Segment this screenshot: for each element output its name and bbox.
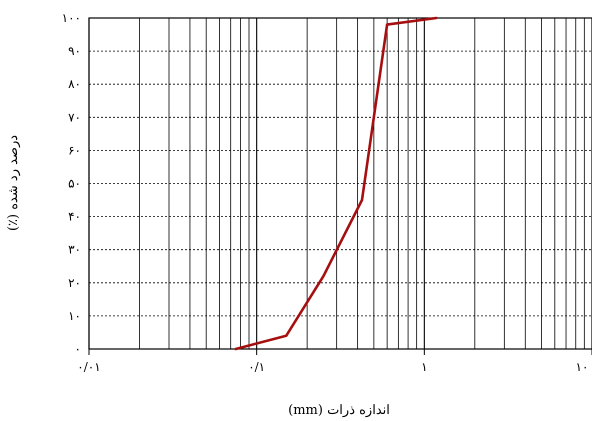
y-tick-label: ۶۰ bbox=[68, 143, 81, 157]
gradation-curve bbox=[234, 16, 438, 351]
grid bbox=[88, 17, 592, 350]
series-layer bbox=[234, 16, 438, 351]
y-tick-label: ۲۰ bbox=[68, 276, 81, 290]
x-axis-ticks: ۰/۰۱ ۰/۱ ۱ ۱۰ bbox=[77, 349, 592, 374]
y-tick-label: ۳۰ bbox=[68, 243, 81, 257]
y-tick-label: ۴۰ bbox=[68, 210, 81, 224]
plot-frame bbox=[88, 17, 592, 350]
y-axis-title: درصد رد شده (٪) bbox=[6, 135, 21, 231]
y-tick-label: ۵۰ bbox=[68, 177, 81, 191]
y-tick-label: ۸۰ bbox=[68, 77, 81, 91]
x-tick-label: ۰/۱ bbox=[248, 360, 265, 374]
x-axis-title: اندازه ذرات (mm) bbox=[288, 403, 390, 418]
y-axis-ticks: ۰ ۱۰ ۲۰ ۳۰ ۴۰ ۵۰ ۶۰ ۷۰ ۸۰ ۹۰ ۱۰۰ bbox=[62, 11, 81, 356]
y-tick-label: ۱۰۰ bbox=[62, 11, 81, 25]
y-tick-label: ۱۰ bbox=[68, 309, 81, 323]
x-tick-label: ۱ bbox=[421, 360, 427, 374]
y-tick-label: ۰ bbox=[75, 342, 81, 356]
y-tick-label: ۷۰ bbox=[68, 110, 81, 124]
x-tick-label: ۱۰ bbox=[576, 360, 589, 374]
y-tick-label: ۹۰ bbox=[68, 44, 81, 58]
x-tick-label: ۰/۰۱ bbox=[77, 360, 100, 374]
